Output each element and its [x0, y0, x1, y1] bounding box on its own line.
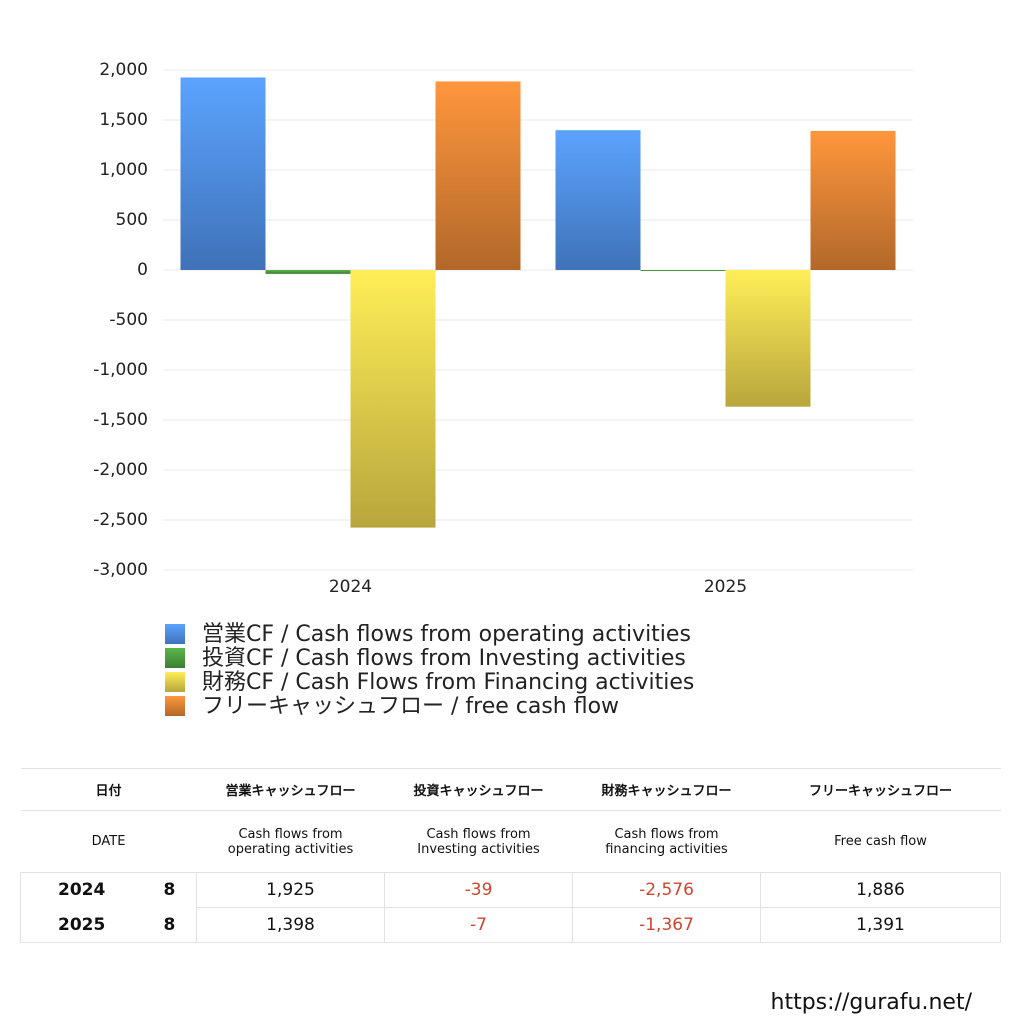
table-cell: 8	[145, 907, 198, 943]
table-cell: 2024	[20, 872, 146, 908]
y-tick-label: -1,000	[93, 360, 148, 380]
legend-swatch	[165, 696, 185, 716]
table-cell: Cash flows from operating activities	[196, 810, 385, 873]
x-tick-label: 2024	[329, 577, 372, 597]
legend-label: 営業CF / Cash flows from operating activit…	[202, 622, 691, 647]
chart: 2,000 1,500 1,000 500 0 -500 -1,000 -1,500 -2,00…	[93, 60, 913, 719]
table-cell: 日付	[20, 768, 197, 811]
table-cell: Cash flows from Investing activities	[384, 810, 573, 873]
bar	[555, 130, 641, 270]
legend-label: 投資CF / Cash flows from Investing activit…	[202, 646, 686, 671]
table-cell: 1,398	[196, 907, 386, 943]
table-cell: Cash flows from financing activities	[572, 810, 761, 873]
y-tick-label: -3,000	[93, 560, 148, 580]
table-cell: -39	[384, 872, 574, 908]
table-row: DATE Cash flows from operating activities…	[20, 810, 1001, 873]
y-tick-label: 1,000	[99, 160, 148, 180]
y-tick-label: 2,000	[99, 60, 148, 80]
legend-label: 財務CF / Cash Flows from Financing activit…	[202, 670, 694, 695]
table-row: 2024 8 1,925 -39 -2,576 1,886	[20, 872, 1002, 908]
table-cell: 1,886	[760, 872, 1002, 908]
table-cell: 8	[145, 872, 198, 908]
table-cell: フリーキャッシュフロー	[760, 768, 1001, 811]
table-cell: 1,391	[760, 907, 1002, 943]
data-table: 日付 営業キャッシュフロー 投資キャッシュフロー 財務キャッシュフロー フリーキャッシュ…	[20, 768, 1002, 943]
legend-swatch	[165, 672, 185, 692]
bar	[725, 270, 811, 407]
bar	[435, 81, 521, 271]
bar	[180, 77, 266, 270]
table-cell: -2,576	[572, 872, 762, 908]
table-cell: 1,925	[196, 872, 386, 908]
bar	[265, 270, 351, 274]
table-cell: Free cash flow	[760, 810, 1001, 873]
bar	[810, 130, 896, 270]
table-row: 日付 営業キャッシュフロー 投資キャッシュフロー 財務キャッシュフロー フリーキャッシュ…	[20, 768, 1001, 811]
footer-url: https://gurafu.net/	[770, 990, 973, 1015]
y-tick-label: -2,000	[93, 460, 148, 480]
table-cell: -1,367	[572, 907, 762, 943]
bar	[640, 270, 726, 271]
bar	[350, 270, 436, 528]
y-tick-label: -1,500	[93, 410, 148, 430]
table-cell: 営業キャッシュフロー	[196, 768, 385, 811]
legend-label: フリーキャッシュフロー / free cash flow	[202, 694, 619, 719]
x-tick-label: 2025	[704, 577, 747, 597]
table-cell: 2025	[20, 907, 146, 943]
legend-swatch	[165, 648, 185, 668]
table-cell: 投資キャッシュフロー	[384, 768, 573, 811]
legend-swatch	[165, 624, 185, 644]
y-tick-label: -500	[109, 310, 148, 330]
y-tick-label: 500	[116, 210, 148, 230]
table-cell: -7	[384, 907, 574, 943]
y-tick-label: -2,500	[93, 510, 148, 530]
y-tick-label: 1,500	[99, 110, 148, 130]
table-cell: 財務キャッシュフロー	[572, 768, 761, 811]
table-row: 2025 8 1,398 -7 -1,367 1,391	[20, 907, 1002, 943]
table-cell: DATE	[20, 810, 197, 873]
y-tick-label: 0	[137, 260, 148, 280]
